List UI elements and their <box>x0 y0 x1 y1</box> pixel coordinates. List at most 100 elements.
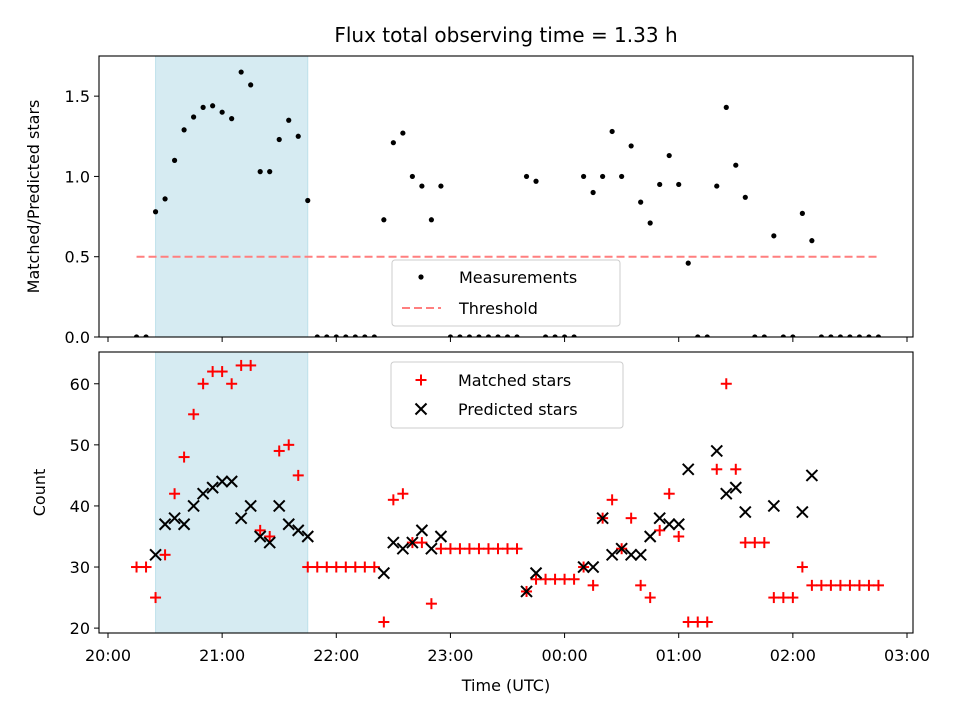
matched-star-point <box>359 561 371 573</box>
measurement-point <box>609 128 615 135</box>
measurement-point <box>580 173 587 180</box>
legend-measurements-marker <box>418 274 424 280</box>
matched-star-point <box>492 543 504 555</box>
predicted-star-point <box>653 511 666 525</box>
measurement-point <box>685 260 691 266</box>
bottom-axes: 20 30 40 50 60 20:00 21:00 22:00 23:00 00:00 01:00… <box>30 351 930 695</box>
bottom-xtick-label: 03:00 <box>884 646 930 665</box>
matched-star-point <box>397 488 409 500</box>
measurement-point <box>533 178 539 184</box>
predicted-star-point <box>206 481 219 494</box>
matched-star-point <box>264 530 276 542</box>
matched-star-point <box>540 573 552 585</box>
predicted-star-point <box>729 481 742 494</box>
matched-star-point <box>692 616 704 628</box>
bottom-ytick-label: 20 <box>70 619 90 638</box>
measurement-point <box>619 173 625 180</box>
measurement-point <box>818 334 824 337</box>
predicted-star-point <box>158 518 172 531</box>
matched-star-point <box>872 579 884 591</box>
measurement-point <box>295 133 301 139</box>
measurement-point <box>409 173 415 180</box>
predicted-star-point <box>434 530 448 543</box>
measurement-point <box>152 209 159 215</box>
top-axes: 0.0 0.5 1.0 1.5 Matched/Predicted stars Measu… <box>24 55 914 347</box>
measurement-point <box>476 334 482 337</box>
predicted-star-point <box>292 524 305 537</box>
measurement-point <box>333 334 339 337</box>
predicted-star-point <box>605 548 619 562</box>
matched-star-point <box>863 579 875 591</box>
top-ytick-label: 0.0 <box>65 328 90 347</box>
measurement-point <box>238 69 244 75</box>
matched-star-point <box>188 408 200 420</box>
legend-predicted-label: Predicted stars <box>458 400 578 419</box>
top-shaded-interval <box>155 55 309 338</box>
measurement-point <box>457 334 463 337</box>
bottom-xtick-label: 20:00 <box>85 646 131 665</box>
predicted-star-point <box>672 518 685 531</box>
measurement-point <box>657 181 663 188</box>
measurement-point <box>162 196 168 202</box>
matched-star-point <box>150 592 162 604</box>
predicted-star-point <box>634 548 647 562</box>
bottom-xtick-label: 21:00 <box>199 646 245 665</box>
matched-star-point <box>625 512 637 524</box>
predicted-star-point <box>149 548 162 562</box>
measurement-point <box>666 152 672 159</box>
measurement-point <box>400 130 406 136</box>
measurement-point <box>362 334 368 337</box>
measurement-point <box>514 334 520 337</box>
predicted-star-point <box>682 463 695 476</box>
matched-star-point <box>587 579 599 591</box>
predicted-star-point <box>596 511 609 525</box>
matched-star-point <box>159 549 171 561</box>
matched-star-point <box>292 469 304 481</box>
bottom-ytick-label: 30 <box>70 558 90 577</box>
matched-star-point <box>720 378 732 390</box>
matched-star-point <box>216 366 228 378</box>
predicted-star-point <box>577 560 590 574</box>
measurement-point <box>419 183 425 189</box>
measurement-point <box>733 162 739 168</box>
measurement-point <box>561 334 568 337</box>
matched-star-point <box>444 543 456 555</box>
measurement-point <box>276 136 282 143</box>
top-ytick-label: 0.5 <box>65 248 90 267</box>
bottom-ytick-label: 60 <box>70 375 90 394</box>
measurement-point <box>219 109 225 115</box>
predicted-star-point <box>586 560 600 574</box>
predicted-star-point <box>425 542 438 555</box>
predicted-star-point <box>168 511 181 525</box>
matched-star-point <box>368 561 380 573</box>
top-ytick-label: 1.5 <box>65 87 90 106</box>
predicted-star-point <box>215 475 229 488</box>
matched-star-point <box>473 543 485 555</box>
predicted-star-point <box>796 505 809 519</box>
measurement-point <box>752 334 758 337</box>
measurement-point <box>837 334 844 337</box>
measurement-point <box>371 334 377 337</box>
matched-star-point <box>654 524 666 536</box>
measurement-point <box>495 334 501 337</box>
bottom-xtick-label: 23:00 <box>427 646 473 665</box>
matched-star-point <box>834 579 846 591</box>
measurement-point <box>799 210 805 216</box>
predicted-star-point <box>767 499 781 513</box>
bottom-ytick-label: 50 <box>70 436 90 455</box>
bottom-axes-frame <box>98 351 914 634</box>
measurement-point <box>143 334 149 337</box>
predicted-star-point <box>225 475 238 488</box>
top-ytick-label: 1.0 <box>65 167 90 186</box>
matched-star-point <box>606 494 618 506</box>
predicted-star-point <box>662 518 676 531</box>
bottom-legend-frame <box>390 361 624 429</box>
matched-star-point <box>739 537 751 549</box>
matched-star-point <box>749 537 761 549</box>
measurement-point <box>856 334 863 337</box>
bottom-ylabel: Count <box>30 469 49 517</box>
bottom-xtick-label: 01:00 <box>656 646 702 665</box>
measurement-point <box>590 189 596 196</box>
matched-star-point <box>853 579 865 591</box>
